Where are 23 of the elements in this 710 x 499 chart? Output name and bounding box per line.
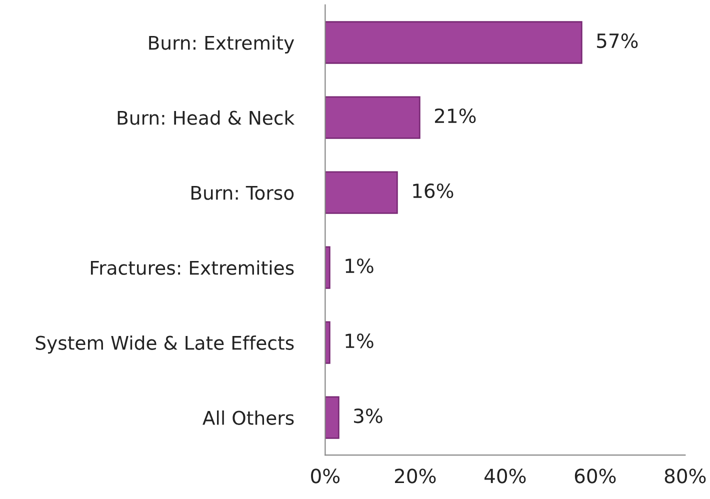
- data-label: 16%: [413, 183, 454, 198]
- x-tick-label: 40%: [484, 468, 526, 484]
- data-label: 1%: [346, 334, 374, 348]
- bar: [325, 321, 330, 364]
- bar: [325, 21, 582, 64]
- x-tick-label: 0%: [311, 468, 340, 484]
- data-label: 21%: [434, 108, 476, 124]
- y-tick-label: Fractures: Extremities: [90, 260, 294, 275]
- x-tick-label: 80%: [664, 468, 706, 484]
- data-label: 3%: [354, 408, 382, 424]
- bar: [325, 96, 420, 139]
- y-tick-label: Burn: Extremity: [149, 35, 294, 54]
- x-tick-label: 60%: [574, 468, 616, 484]
- x-tick-label: 20%: [394, 468, 436, 484]
- data-label: 57%: [597, 33, 638, 48]
- y-tick-label: Burn: Head & Neck: [118, 110, 295, 125]
- y-tick-label: All Others: [202, 410, 294, 425]
- data-label: 1%: [346, 258, 374, 274]
- y-tick-label: Burn: Torso: [191, 186, 294, 200]
- bar: [325, 246, 330, 289]
- bar: [325, 171, 398, 214]
- y-tick-label: System Wide & Late Effects: [36, 335, 294, 354]
- bar: [325, 396, 340, 439]
